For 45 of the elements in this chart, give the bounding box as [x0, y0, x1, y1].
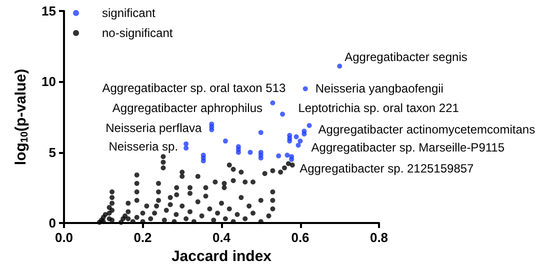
- point: [280, 112, 286, 117]
- point: [337, 64, 342, 69]
- point: [184, 141, 189, 146]
- y-tick-label: 0: [48, 216, 56, 230]
- point: [296, 142, 301, 148]
- annotation: Aggregatibacter sp. Marseille-P9115: [311, 140, 505, 154]
- point: [294, 134, 299, 140]
- point: [258, 150, 264, 155]
- annotation: Neisseria sp.: [108, 139, 178, 154]
- point: [302, 128, 307, 134]
- point: [200, 152, 206, 158]
- annotation: Aggregatibacter sp. 2125159857: [300, 161, 474, 176]
- legend-label: no-significant: [102, 26, 174, 40]
- x-tick-label: 0.4: [212, 230, 232, 245]
- y-axis-title: log10(p-value): [12, 68, 30, 166]
- point: [222, 138, 228, 144]
- point: [258, 130, 264, 136]
- annotation: Aggregatibacter aphrophilus: [112, 101, 263, 116]
- x-tick-label: 0.8: [370, 230, 388, 245]
- point: [270, 100, 276, 106]
- annotation: Neisseria yangbaofengii: [315, 82, 444, 96]
- legend-label: significant: [102, 6, 156, 20]
- point: [184, 146, 189, 151]
- y-tick-label: 15: [42, 4, 56, 18]
- point: [287, 132, 292, 138]
- point: [209, 122, 214, 127]
- annotation: Aggregatibacter actinomycetemcomitans: [318, 122, 536, 136]
- x-tick-label: 0.6: [291, 230, 310, 245]
- y-tick-label: 10: [42, 74, 56, 90]
- annotation: Aggregatibacter sp. oral taxon 513: [102, 80, 286, 95]
- x-tick-label: 0.2: [134, 230, 152, 245]
- annotation: Aggregatibacter segnis: [344, 50, 468, 64]
- point: [248, 150, 253, 155]
- point: [276, 153, 282, 158]
- point: [306, 122, 312, 128]
- point: [236, 144, 241, 150]
- point: [302, 86, 308, 92]
- point: [289, 154, 294, 160]
- x-axis-title: Jaccard index: [171, 248, 272, 265]
- annotation: Leptotrichia sp. oral taxon 221: [298, 101, 460, 116]
- x-tick-label: 0.0: [54, 230, 74, 245]
- annotation: Neisseria perflava: [106, 120, 202, 135]
- y-tick-label: 5: [48, 144, 56, 160]
- point: [298, 138, 303, 144]
- point: [284, 152, 290, 158]
